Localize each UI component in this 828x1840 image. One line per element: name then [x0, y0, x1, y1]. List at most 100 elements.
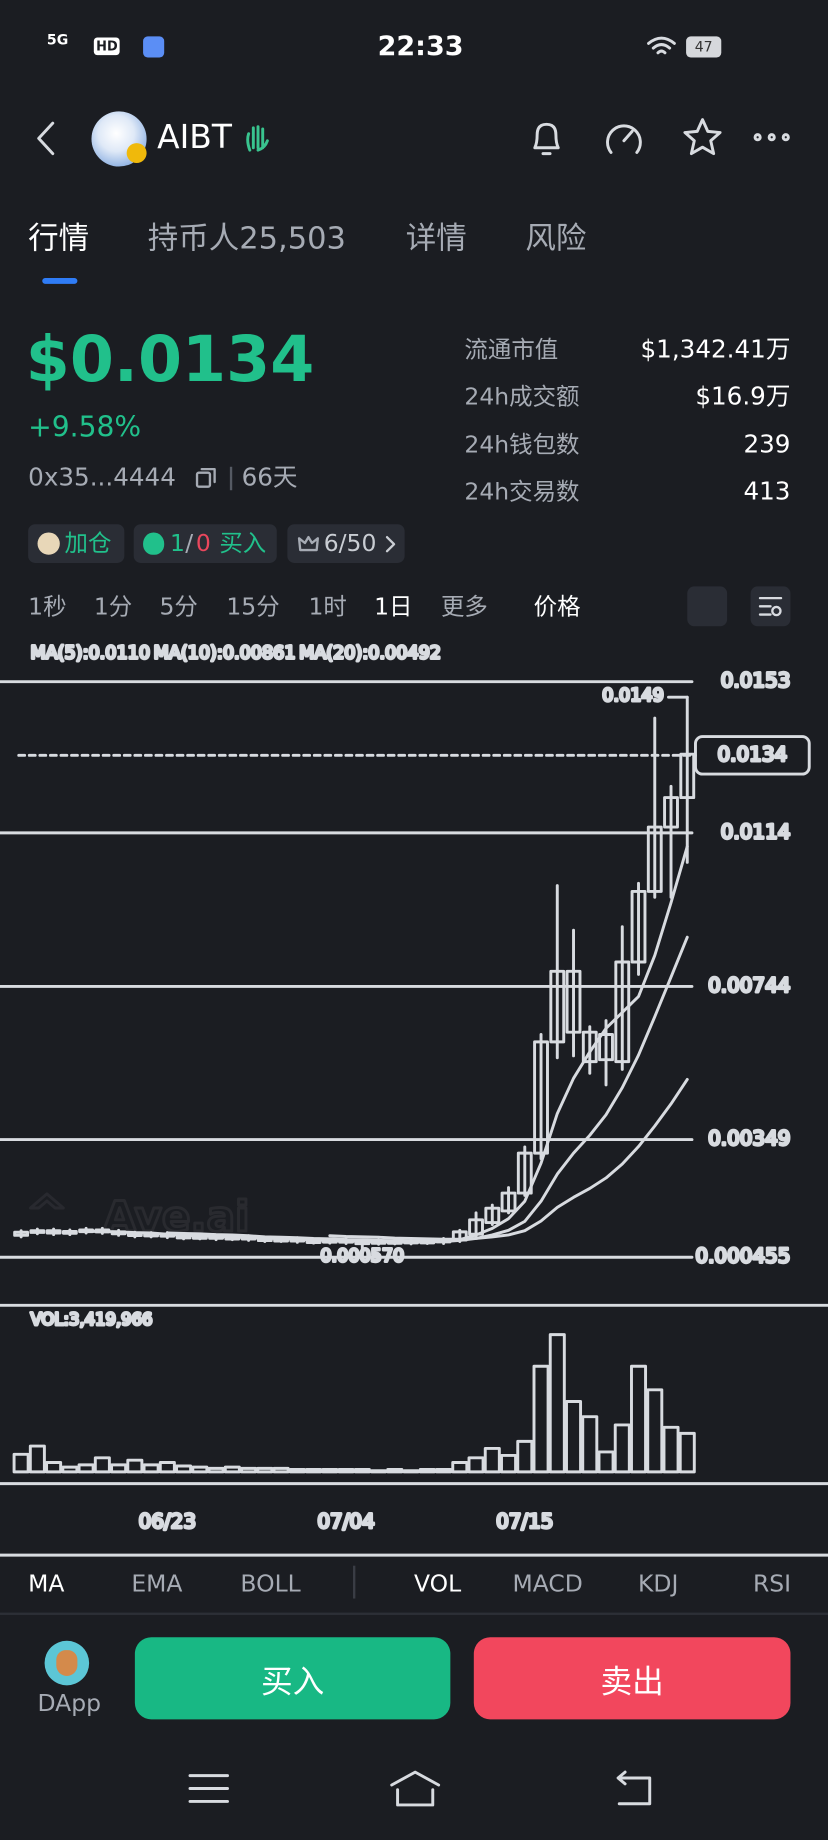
timeframe[interactable]: 1分	[93, 592, 133, 621]
app-icon	[143, 36, 165, 58]
volume-bar	[305, 1468, 323, 1474]
timeframe[interactable]: 1秒	[28, 592, 67, 621]
trade-badge[interactable]: 1 / 0 买入	[133, 524, 277, 563]
tab-indicator	[42, 277, 78, 284]
volume-bar	[45, 1461, 63, 1474]
timeframe[interactable]: 15分	[226, 592, 280, 621]
indicator-tab[interactable]: EMA	[131, 1569, 183, 1598]
price-mode[interactable]: 价格	[533, 592, 581, 621]
last-price-tag	[694, 735, 811, 776]
sell-label: 卖出	[600, 1663, 664, 1700]
volume-bar	[532, 1364, 550, 1474]
candle-body	[565, 969, 582, 1034]
dapp-icon[interactable]	[44, 1640, 90, 1686]
alert-button[interactable]	[525, 117, 567, 159]
indicator-tab[interactable]: VOL	[414, 1569, 462, 1598]
indicator-tab[interactable]: MACD	[512, 1569, 583, 1598]
dapp-label[interactable]: DApp	[37, 1688, 102, 1717]
min-marker: 0.000570	[320, 1246, 404, 1266]
x-tick-label: 07/15	[496, 1510, 553, 1533]
candle-body	[663, 796, 679, 829]
more-button[interactable]	[753, 131, 792, 143]
stat-value: $16.9万	[695, 382, 791, 411]
volume-bar	[12, 1452, 30, 1474]
stat-label: 流通市值	[464, 335, 559, 364]
gauge-button[interactable]	[602, 117, 647, 159]
favorite-button[interactable]	[680, 116, 725, 158]
badge-icon	[297, 535, 320, 552]
watermark-logo	[29, 1192, 65, 1210]
timeframe[interactable]: 5分	[159, 592, 198, 621]
ma-line	[328, 1078, 689, 1241]
volume-bar	[630, 1364, 648, 1474]
timeframe-more[interactable]: 更多	[440, 592, 488, 621]
volume-bar	[435, 1468, 453, 1474]
volume-bar	[613, 1423, 631, 1474]
candle-body	[549, 969, 566, 1044]
volume-bar	[581, 1415, 599, 1474]
back-button[interactable]	[33, 120, 61, 158]
indicator-tab[interactable]: RSI	[752, 1569, 792, 1598]
badge-icon	[143, 532, 165, 555]
volume-bar	[370, 1469, 388, 1474]
tab[interactable]: 持币人25,503	[147, 221, 346, 257]
candle-body	[630, 889, 647, 964]
tab[interactable]: 详情	[405, 221, 467, 257]
volume-bar	[240, 1466, 258, 1474]
max-marker: 0.0149	[602, 686, 664, 706]
tab[interactable]: 行情	[28, 221, 90, 257]
candle-body	[484, 1206, 501, 1225]
buy-button[interactable]: 买入	[134, 1637, 451, 1720]
indicator-tab[interactable]: BOLL	[240, 1569, 301, 1598]
volume-bar	[93, 1456, 111, 1474]
volume-bar	[483, 1446, 501, 1474]
stat-label: 24h钱包数	[464, 430, 580, 459]
volume-bar	[272, 1466, 290, 1474]
volume-bar	[28, 1444, 46, 1474]
separator	[229, 466, 232, 491]
volume-title: VOL:3,419,966	[30, 1310, 152, 1329]
signal-icon	[66, 40, 85, 56]
chart: Ave.ai 0.01530.01140.007440.003490.00045…	[0, 642, 828, 1557]
nav-back[interactable]	[610, 1769, 655, 1809]
draw-icon	[695, 595, 718, 618]
tab[interactable]: 风险	[525, 221, 587, 257]
copy-button[interactable]	[195, 467, 217, 488]
candle-body	[646, 825, 663, 893]
nav-home[interactable]	[387, 1769, 443, 1809]
ma-legend: MA(10):0.00861	[154, 643, 296, 663]
nav-menu[interactable]	[188, 1771, 230, 1806]
timeframe[interactable]: 1日	[374, 592, 413, 621]
volume-bar	[256, 1466, 274, 1474]
buy-label: 买入	[260, 1663, 325, 1700]
candle-body	[13, 1230, 30, 1237]
volume-bar	[142, 1463, 160, 1474]
sell-count: 0	[195, 528, 211, 558]
settings-button[interactable]	[750, 586, 791, 627]
volume-bar	[548, 1333, 566, 1474]
side-menu[interactable]	[800, 407, 807, 433]
price-change: +9.58%	[28, 410, 142, 444]
candle-body	[45, 1229, 62, 1235]
volume-bar	[158, 1461, 176, 1474]
chevron	[385, 535, 396, 553]
candle-body	[598, 1033, 614, 1062]
add-badge[interactable]: 加仓	[28, 524, 125, 563]
timeframe[interactable]: 1时	[308, 592, 347, 621]
draw-tool-button[interactable]	[687, 586, 728, 627]
y-tick-label: 0.0153	[721, 669, 791, 692]
indicator-tab[interactable]: KDJ	[638, 1569, 679, 1598]
indicator-tab[interactable]: MA	[28, 1569, 65, 1598]
rank-badge[interactable]: 6/50	[287, 524, 405, 563]
dropdown-arrow	[493, 606, 505, 618]
candle-body	[533, 1040, 549, 1155]
badge-text: 买入	[219, 528, 267, 558]
candle-body	[516, 1151, 533, 1195]
ma-legend: MA(20):0.00492	[299, 643, 441, 663]
volume-bar	[662, 1425, 680, 1474]
y-tick-label: 0.00349	[708, 1127, 790, 1150]
token-symbol: AIBT	[157, 117, 232, 156]
sell-button[interactable]: 卖出	[473, 1637, 791, 1720]
